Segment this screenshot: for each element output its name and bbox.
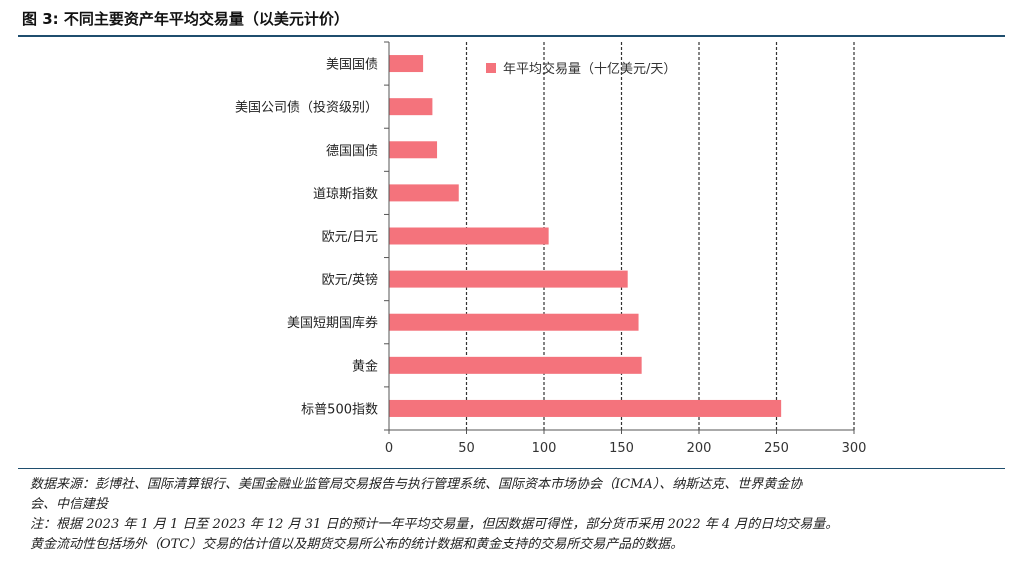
category-label-8: 标普500指数 — [301, 402, 378, 417]
x-tick-label-100: 100 — [532, 441, 557, 456]
figure-title: 图 3: 不同主要资产年平均交易量（以美元计价） — [22, 10, 349, 28]
x-tick-label-200: 200 — [687, 441, 712, 456]
bar-0 — [389, 55, 424, 73]
category-label-6: 美国短期国库券 — [287, 315, 378, 331]
x-tick-label-0: 0 — [385, 441, 393, 456]
source-line-2: 会、中信建投 — [30, 497, 109, 512]
bar-5 — [389, 270, 628, 288]
x-tick-label-50: 50 — [458, 441, 475, 456]
bar-8 — [389, 399, 782, 417]
category-label-0: 美国国债 — [326, 58, 378, 73]
note-line-1: 注：根据 2023 年 1 月 1 日至 2023 年 12 月 31 日的预计… — [30, 517, 839, 532]
x-tick-label-250: 250 — [764, 441, 789, 456]
legend: 年平均交易量（十亿美元/天） — [486, 61, 676, 77]
bars — [389, 55, 782, 417]
bottom-rule — [18, 468, 1005, 469]
category-label-2: 德国国债 — [326, 144, 378, 159]
x-tick-label-150: 150 — [609, 441, 634, 456]
legend-label: 年平均交易量（十亿美元/天） — [503, 61, 676, 77]
legend-swatch — [486, 63, 496, 73]
category-label-1: 美国公司债（投资级别） — [235, 100, 378, 116]
notes: 数据来源：彭博社、国际清算银行、美国金融业监管局交易报告与执行管理系统、国际资本… — [30, 475, 1000, 555]
note-line-2: 黄金流动性包括场外（OTC）交易的估计值以及期货交易所公布的统计数据和黄金支持的… — [30, 537, 684, 552]
tick-labels: 0 50 100 150 200 250 300 — [385, 441, 867, 456]
bar-6 — [389, 313, 639, 331]
category-label-4: 欧元/日元 — [322, 230, 378, 245]
category-label-7: 黄金 — [352, 358, 378, 374]
category-label-3: 道琼斯指数 — [313, 187, 378, 202]
top-rule — [18, 35, 1005, 37]
bar-2 — [389, 141, 438, 159]
category-label-5: 欧元/英镑 — [322, 272, 378, 288]
bar-4 — [389, 227, 549, 245]
x-tick-label-300: 300 — [842, 441, 867, 456]
axes — [384, 41, 855, 434]
bar-1 — [389, 98, 433, 116]
bar-3 — [389, 184, 459, 202]
source-line-1: 数据来源：彭博社、国际清算银行、美国金融业监管局交易报告与执行管理系统、国际资本… — [30, 477, 803, 492]
bar-7 — [389, 356, 642, 374]
